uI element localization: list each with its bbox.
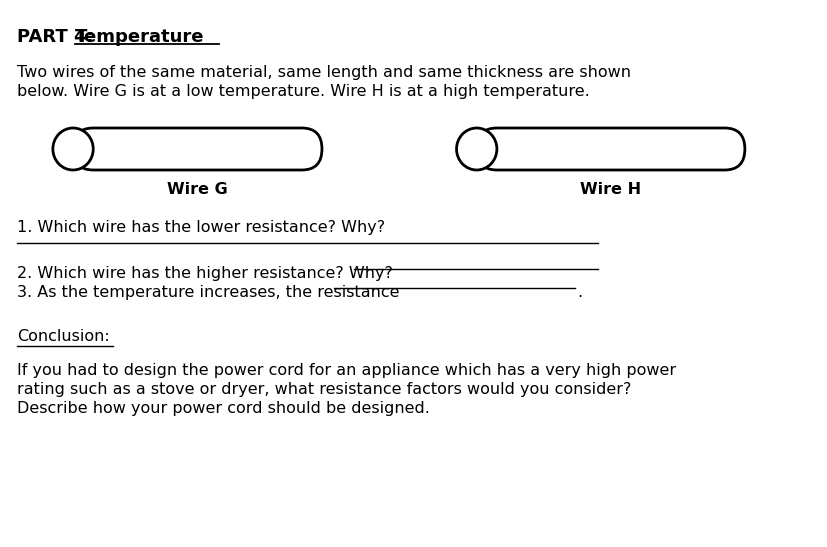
- Text: Wire H: Wire H: [581, 182, 642, 197]
- Text: below. Wire G is at a low temperature. Wire H is at a high temperature.: below. Wire G is at a low temperature. W…: [17, 84, 590, 99]
- Text: Wire G: Wire G: [167, 182, 228, 197]
- Ellipse shape: [457, 128, 497, 170]
- FancyBboxPatch shape: [476, 128, 745, 170]
- Ellipse shape: [53, 128, 93, 170]
- Text: 3. As the temperature increases, the resistance: 3. As the temperature increases, the res…: [17, 285, 399, 300]
- Text: 2. Which wire has the higher resistance? Why?: 2. Which wire has the higher resistance?…: [17, 266, 393, 281]
- Text: Conclusion:: Conclusion:: [17, 329, 110, 344]
- Text: Describe how your power cord should be designed.: Describe how your power cord should be d…: [17, 401, 430, 416]
- Text: .: .: [577, 285, 583, 300]
- Text: rating such as a stove or dryer, what resistance factors would you consider?: rating such as a stove or dryer, what re…: [17, 382, 632, 397]
- Text: Temperature: Temperature: [75, 28, 204, 46]
- Text: PART 4:: PART 4:: [17, 28, 100, 46]
- FancyBboxPatch shape: [73, 128, 322, 170]
- Text: Two wires of the same material, same length and same thickness are shown: Two wires of the same material, same len…: [17, 65, 631, 80]
- Text: If you had to design the power cord for an appliance which has a very high power: If you had to design the power cord for …: [17, 363, 676, 378]
- Text: 1. Which wire has the lower resistance? Why?: 1. Which wire has the lower resistance? …: [17, 220, 385, 235]
